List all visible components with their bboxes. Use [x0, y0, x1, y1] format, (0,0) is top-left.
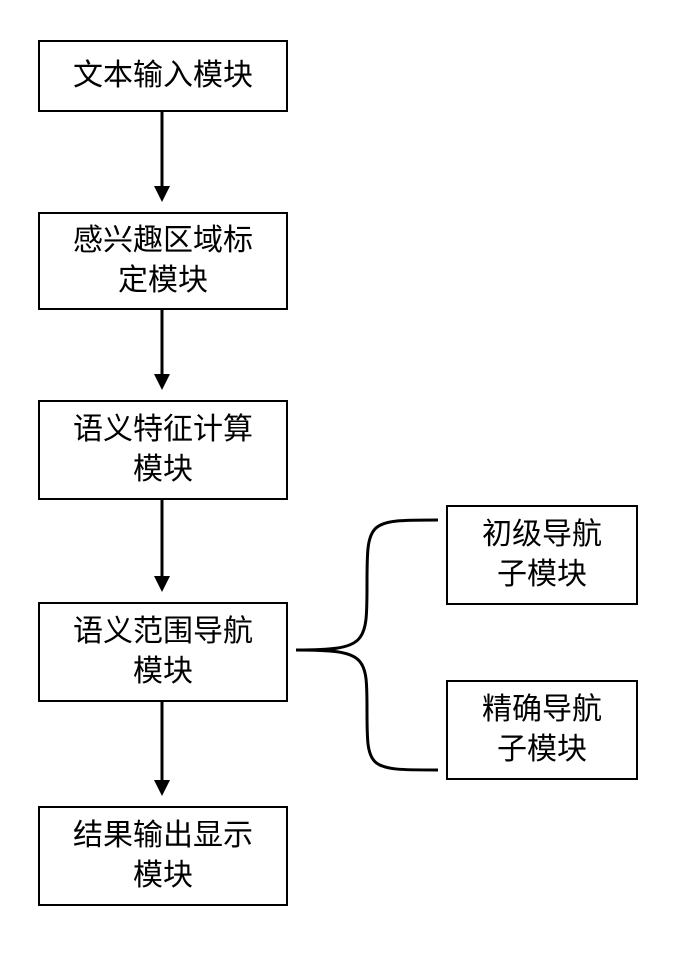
- node-label: 初级导航 子模块: [482, 515, 602, 596]
- flowchart-node-s2: 精确导航 子模块: [446, 680, 638, 780]
- flowchart-node-n4: 语义范围导航 模块: [38, 602, 288, 702]
- curly-brace: [296, 520, 438, 770]
- flowchart-node-n2: 感兴趣区域标 定模块: [38, 212, 288, 310]
- node-label: 感兴趣区域标 定模块: [73, 221, 253, 302]
- node-label: 文本输入模块: [73, 56, 253, 97]
- node-label: 结果输出显示 模块: [73, 816, 253, 897]
- flowchart-node-n3: 语义特征计算 模块: [38, 400, 288, 500]
- node-label: 精确导航 子模块: [482, 690, 602, 771]
- node-label: 语义范围导航 模块: [73, 612, 253, 693]
- flowchart-node-n1: 文本输入模块: [38, 40, 288, 112]
- flowchart-node-s1: 初级导航 子模块: [446, 505, 638, 605]
- flowchart-node-n5: 结果输出显示 模块: [38, 806, 288, 906]
- node-label: 语义特征计算 模块: [73, 410, 253, 491]
